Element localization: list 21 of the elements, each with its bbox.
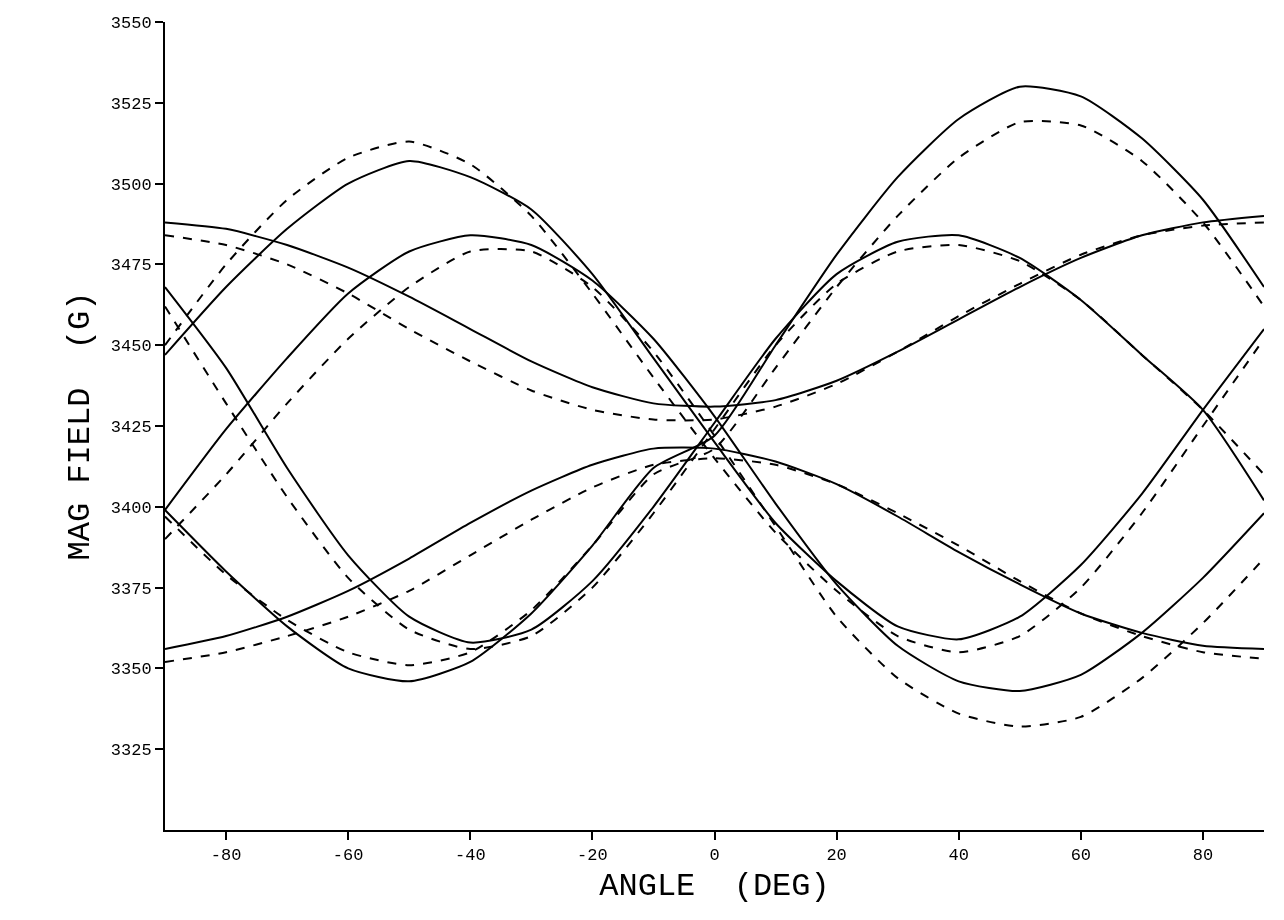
y-tick-label: 3500 <box>110 175 152 195</box>
x-tick-label: 60 <box>1070 846 1092 866</box>
y-axis-title: MAG FIELD (G) <box>61 291 99 561</box>
y-tick-label: 3425 <box>110 417 152 437</box>
x-tick-label: 20 <box>826 846 847 866</box>
x-tick-label: 80 <box>1192 846 1214 866</box>
x-axis-title: ANGLE (DEG) <box>599 867 830 905</box>
x-tick-label: -60 <box>332 846 364 866</box>
y-tick-label: 3475 <box>110 256 152 276</box>
x-tick-label: -40 <box>454 846 486 866</box>
y-tick-label: 3450 <box>110 337 152 357</box>
y-tick-label: 3325 <box>110 741 152 761</box>
y-tick-label: 3375 <box>110 579 152 599</box>
x-tick-label: -80 <box>210 846 242 866</box>
y-tick-label: 3550 <box>110 13 152 33</box>
y-tick-label: 3350 <box>110 660 152 680</box>
x-tick-label: -20 <box>577 846 608 866</box>
y-tick-label: 3525 <box>110 94 152 114</box>
x-tick-label: 0 <box>709 846 720 866</box>
y-tick-label: 3400 <box>110 498 152 518</box>
x-tick-label: 40 <box>948 846 969 866</box>
